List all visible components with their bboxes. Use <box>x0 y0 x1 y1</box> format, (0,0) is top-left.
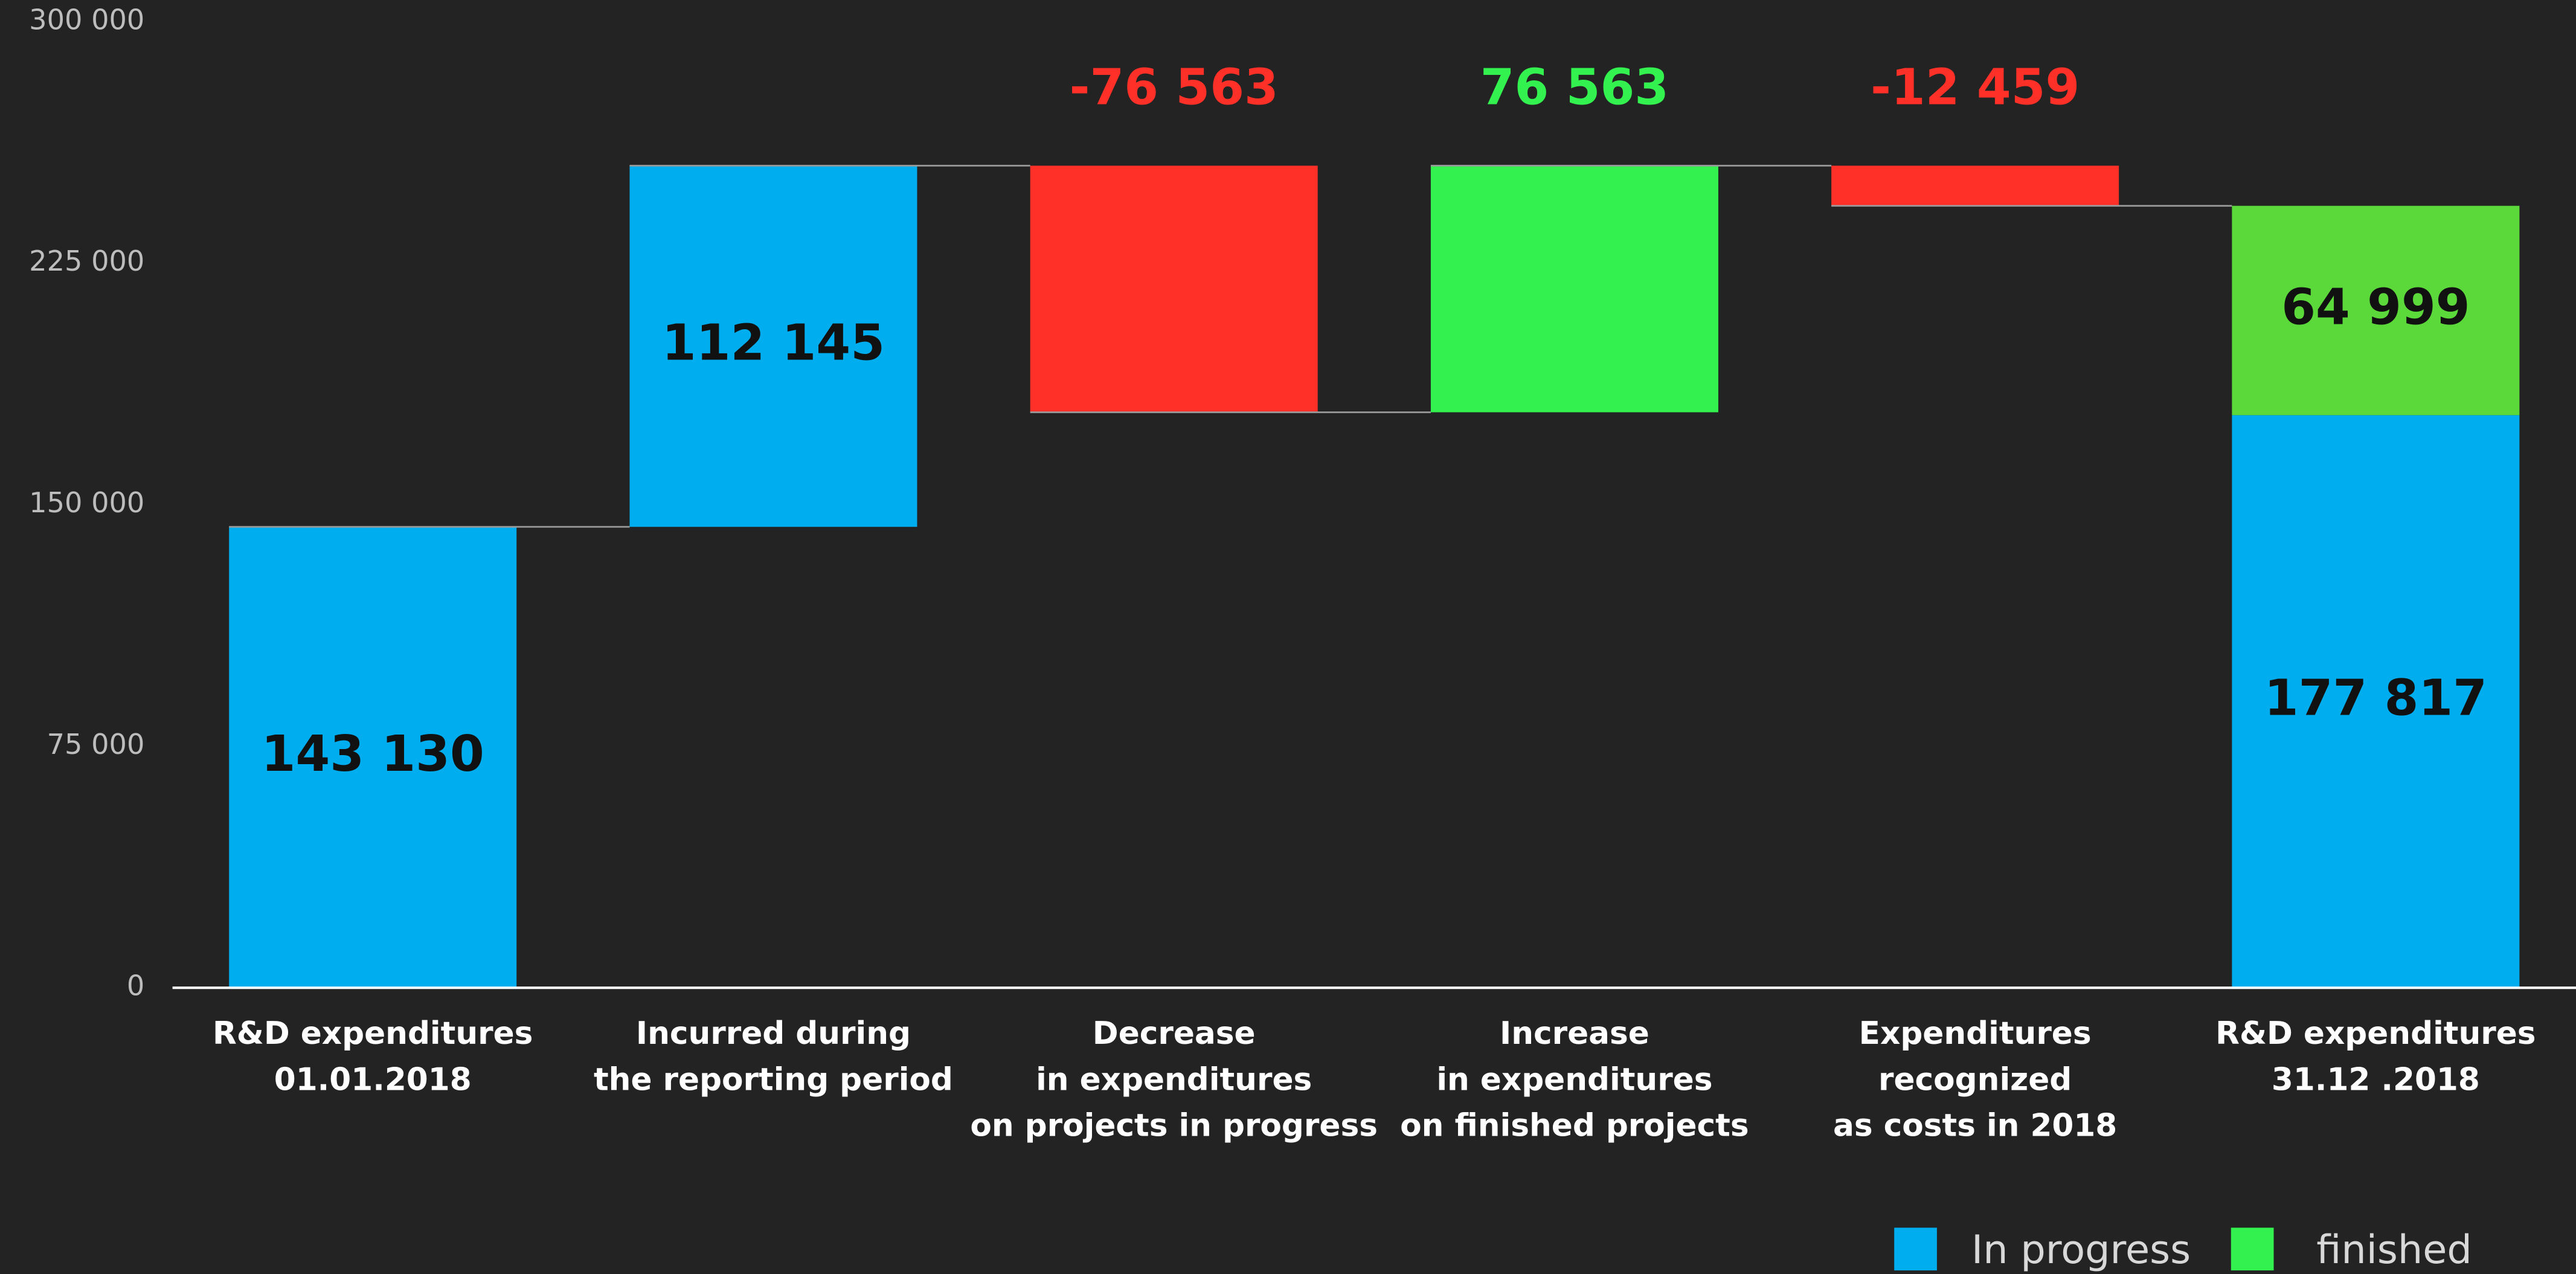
bar <box>629 166 917 527</box>
value-label: -76 563 <box>1070 59 1279 117</box>
x-tick-label: recognized <box>1878 1061 2072 1098</box>
y-tick-label: 225 000 <box>29 245 144 277</box>
x-tick-label: in expenditures <box>1436 1061 1712 1098</box>
value-label: 177 817 <box>2264 670 2487 727</box>
value-label: 112 145 <box>662 315 885 372</box>
x-tick-label: Increase <box>1500 1015 1649 1052</box>
x-tick-label: Expenditures <box>1859 1015 2092 1052</box>
bar <box>2232 415 2520 988</box>
x-tick-label: Incurred during <box>636 1015 911 1052</box>
bar <box>229 527 517 988</box>
x-tick-label: on projects in progress <box>970 1107 1378 1144</box>
x-tick-label: on finished projects <box>1400 1107 1749 1144</box>
bar <box>1831 166 2119 206</box>
legend-label: In progress <box>1971 1227 2191 1273</box>
legend-swatch <box>2231 1227 2274 1271</box>
legend-swatch <box>1894 1227 1937 1271</box>
y-tick-label: 300 000 <box>29 3 144 36</box>
x-tick-label: as costs in 2018 <box>1833 1107 2117 1144</box>
x-tick-label: 31.12 .2018 <box>2272 1061 2480 1098</box>
bar <box>1030 166 1318 413</box>
x-tick-label: R&D expenditures <box>2215 1015 2536 1052</box>
x-tick-label: R&D expenditures <box>213 1015 533 1052</box>
value-label: -12 459 <box>1871 59 2080 117</box>
value-label: 64 999 <box>2281 278 2470 336</box>
x-tick-label: Decrease <box>1093 1015 1256 1052</box>
y-tick-label: 0 <box>127 970 144 1002</box>
y-tick-label: 75 000 <box>47 728 145 761</box>
bar <box>2232 205 2520 416</box>
value-label: 76 563 <box>1480 59 1669 117</box>
x-tick-label: 01.01.2018 <box>274 1061 472 1098</box>
bar <box>1430 166 1718 413</box>
legend-label: finished <box>2316 1227 2472 1273</box>
value-label: 143 130 <box>262 725 484 783</box>
y-tick-label: 150 000 <box>29 486 144 519</box>
x-tick-label: in expenditures <box>1036 1061 1312 1098</box>
x-tick-label: the reporting period <box>594 1061 953 1098</box>
